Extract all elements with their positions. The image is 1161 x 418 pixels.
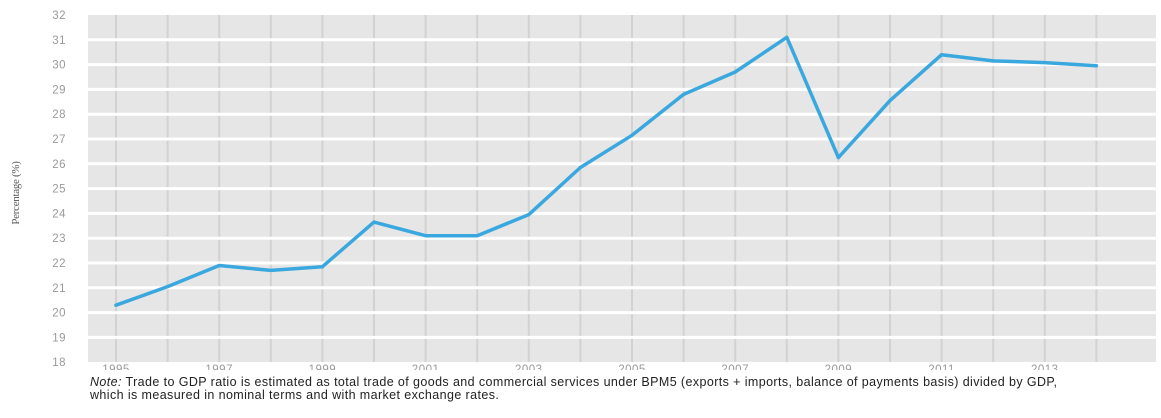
data-point <box>733 70 737 74</box>
x-tick-label: 1997 <box>205 364 233 370</box>
y-tick-label: 21 <box>52 283 66 295</box>
data-point <box>785 35 789 39</box>
y-axis-label: Percentage (%) <box>4 118 28 268</box>
data-point <box>166 284 170 289</box>
y-axis-tick-labels: 18 19 20 21 22 23 24 25 26 27 28 29 30 31 32 <box>52 10 66 369</box>
y-tick-label: 27 <box>52 134 66 146</box>
data-point <box>682 92 686 96</box>
y-tick-label: 22 <box>52 258 66 270</box>
y-tick-label: 19 <box>52 332 66 344</box>
y-tick-label: 24 <box>52 208 66 220</box>
y-tick-label: 28 <box>52 109 66 121</box>
data-point <box>320 265 324 269</box>
data-point <box>424 234 428 238</box>
data-point <box>991 59 995 63</box>
y-tick-label: 30 <box>52 60 66 72</box>
x-tick-label: 2013 <box>1031 364 1059 370</box>
data-point <box>1043 61 1047 65</box>
y-tick-label: 32 <box>52 10 66 22</box>
x-tick-label: 2011 <box>928 364 955 370</box>
y-tick-label: 23 <box>52 233 66 245</box>
data-point <box>217 263 221 268</box>
data-point <box>940 53 944 57</box>
x-tick-label: 1995 <box>102 364 130 370</box>
data-point <box>1094 64 1098 68</box>
chart-note: Note: Trade to GDP ratio is estimated as… <box>90 376 1090 402</box>
x-tick-label: 2001 <box>412 364 440 370</box>
x-axis-tick-labels: 1995 1997 1999 2001 2003 2005 2007 2009 2011 2013 <box>102 364 1058 370</box>
note-text: Trade to GDP ratio is estimated as total… <box>90 375 1058 402</box>
x-tick-label: 1999 <box>309 364 337 370</box>
y-tick-label: 18 <box>52 357 66 369</box>
data-point <box>475 234 479 238</box>
y-tick-label: 26 <box>52 159 66 171</box>
series-layer <box>114 35 1099 307</box>
x-tick-label: 2005 <box>618 364 646 370</box>
data-point <box>527 213 531 217</box>
data-point <box>578 165 583 170</box>
x-tick-label: 2007 <box>721 364 749 370</box>
series-line <box>114 35 1099 307</box>
y-axis-label-text: Percentage (%) <box>10 161 22 225</box>
data-point <box>114 303 118 307</box>
data-point <box>836 156 841 160</box>
x-tick-label: 2009 <box>825 364 853 370</box>
y-tick-label: 20 <box>52 308 66 320</box>
y-tick-label: 25 <box>52 184 66 196</box>
horizontal-gridlines <box>88 38 1156 339</box>
y-tick-label: 31 <box>52 35 66 47</box>
y-tick-label: 29 <box>52 84 66 96</box>
data-point <box>888 98 892 103</box>
data-point <box>372 220 376 224</box>
data-point <box>630 133 634 137</box>
x-tick-label: 2003 <box>515 364 543 370</box>
data-point <box>269 268 273 273</box>
note-label: Note: <box>90 375 122 389</box>
